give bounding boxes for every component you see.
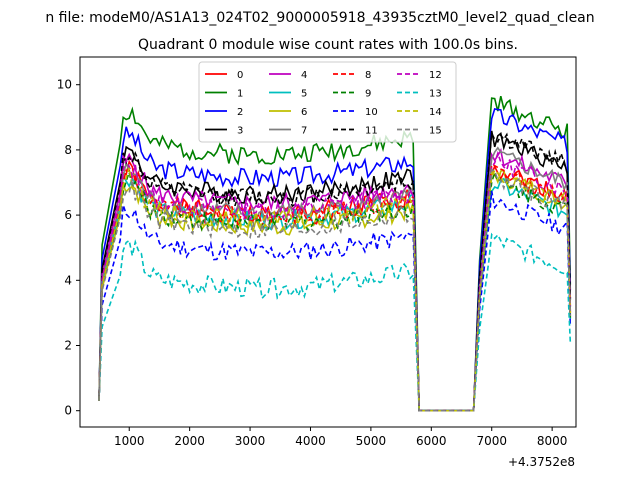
- legend-label-11: 11: [365, 126, 378, 137]
- legend-label-8: 8: [365, 70, 371, 81]
- x-tick-label: 8000: [537, 434, 568, 448]
- legend-label-7: 7: [301, 126, 307, 137]
- series-line-13: [98, 232, 572, 412]
- legend-label-0: 0: [237, 70, 243, 81]
- y-tick-label: 10: [57, 78, 72, 92]
- y-tick-label: 4: [64, 273, 72, 287]
- series-line-7: [98, 146, 572, 412]
- series-line-15: [98, 168, 572, 412]
- legend-label-3: 3: [237, 126, 243, 137]
- x-tick-label: 4000: [295, 434, 326, 448]
- legend-label-13: 13: [429, 89, 442, 100]
- chart-title: Quadrant 0 module wise count rates with …: [138, 37, 518, 53]
- series-line-2: [98, 107, 572, 412]
- y-tick-label: 2: [64, 339, 72, 353]
- legend-label-5: 5: [301, 89, 307, 100]
- legend-label-14: 14: [429, 107, 442, 118]
- series-line-6: [98, 169, 572, 412]
- series-line-14: [98, 167, 572, 412]
- series-line-5: [98, 173, 572, 412]
- figure-suptitle: n file: modeM0/AS1A13_024T02_9000005918_…: [45, 10, 594, 26]
- x-tick-label: 3000: [235, 434, 266, 448]
- legend-box: [198, 61, 457, 143]
- x-tick-label: 5000: [356, 434, 387, 448]
- series-line-12: [98, 150, 572, 412]
- legend-label-1: 1: [237, 89, 243, 100]
- x-axis-offset-label: +4.3752e8: [508, 455, 575, 469]
- legend-label-2: 2: [237, 107, 243, 118]
- legend-label-6: 6: [301, 107, 307, 118]
- legend-label-9: 9: [365, 89, 371, 100]
- legend-label-12: 12: [429, 70, 442, 81]
- axes-frame: [79, 56, 577, 428]
- legend-label-15: 15: [429, 126, 442, 137]
- x-tick-label: 2000: [174, 434, 205, 448]
- series-line-1: [98, 96, 572, 412]
- series-line-10: [98, 190, 572, 412]
- series-line-4: [98, 148, 572, 412]
- x-tick-label: 6000: [416, 434, 447, 448]
- series-line-11: [98, 130, 572, 412]
- legend-label-4: 4: [301, 70, 307, 81]
- y-tick-label: 6: [64, 208, 72, 222]
- y-tick-label: 8: [64, 143, 72, 157]
- x-tick-label: 7000: [476, 434, 507, 448]
- legend-label-10: 10: [365, 107, 378, 118]
- y-tick-label: 0: [64, 404, 72, 418]
- series-line-0: [98, 159, 572, 412]
- x-tick-label: 1000: [114, 434, 145, 448]
